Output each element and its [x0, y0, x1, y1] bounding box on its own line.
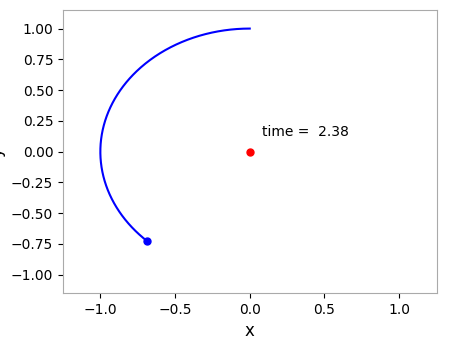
Y-axis label: y: y: [0, 147, 5, 157]
X-axis label: x: x: [245, 323, 255, 337]
Text: time =  2.38: time = 2.38: [262, 125, 349, 139]
